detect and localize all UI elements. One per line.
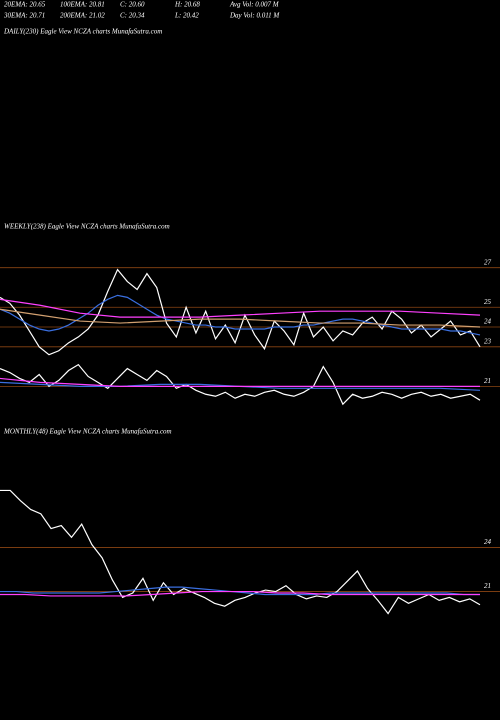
header-stat: C: 20.60 — [120, 1, 145, 9]
price-line — [0, 586, 480, 596]
price-line — [0, 590, 480, 597]
header-stat: H: 20.68 — [174, 1, 200, 9]
price-line — [0, 308, 481, 328]
header-stat: 100EMA: 20.81 — [60, 1, 105, 9]
header-stat: 20EMA: 20.65 — [4, 1, 46, 9]
panel-title: MONTHLY(48) Eagle View NCZA charts Munaf… — [3, 428, 172, 436]
y-tick-label: 24 — [484, 318, 492, 326]
price-line — [0, 298, 481, 318]
y-tick-label: 21 — [484, 582, 491, 590]
price-line — [0, 377, 480, 387]
price-line — [0, 294, 481, 336]
price-line — [0, 363, 481, 406]
header-stat: Avg Vol: 0.007 M — [229, 1, 280, 9]
y-tick-label: 24 — [484, 538, 492, 546]
panel-title: WEEKLY(238) Eagle View NCZA charts Munaf… — [4, 223, 170, 231]
panel-title: DAILY(230) Eagle View NCZA charts Munafa… — [3, 28, 162, 36]
price-line — [0, 489, 481, 615]
y-tick-label: 23 — [484, 337, 492, 345]
header-stat: Day Vol: 0.011 M — [229, 12, 280, 20]
header-stat: 30EMA: 20.71 — [3, 12, 45, 20]
y-tick-label: 21 — [484, 377, 491, 385]
header-stat: L: 20.42 — [174, 12, 199, 20]
header-stat: C: 20.34 — [120, 12, 145, 20]
y-tick-label: 25 — [484, 298, 492, 306]
header-stat: 200EMA: 21.02 — [60, 12, 105, 20]
y-tick-label: 27 — [484, 258, 492, 266]
